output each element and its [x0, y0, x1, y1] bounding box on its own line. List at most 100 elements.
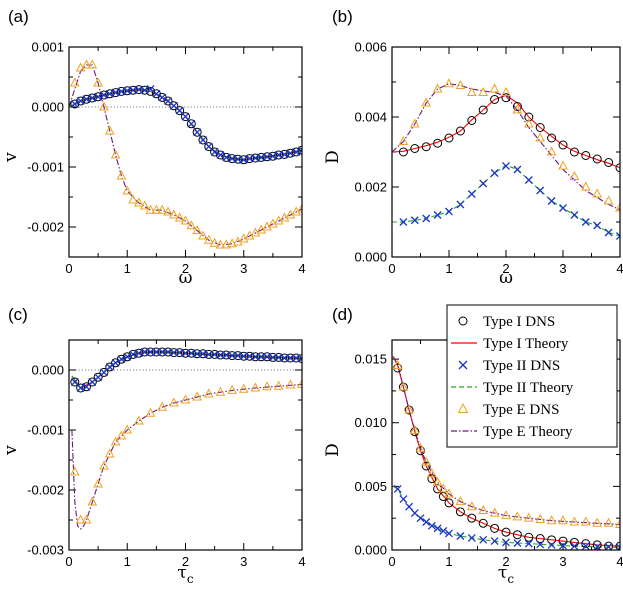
data-point-t2-dns: [280, 354, 289, 362]
data-point-te-dns: [285, 379, 296, 389]
x-tick-label: 2: [182, 261, 189, 276]
data-point-t1-dns: [615, 163, 620, 173]
data-point-t2-dns: [456, 532, 465, 540]
data-point-te-dns: [69, 466, 80, 476]
data-point-t2-dns: [467, 190, 476, 198]
data-point-te-dns: [297, 203, 302, 213]
data-point-te-dns: [432, 476, 443, 487]
data-point-te-dns: [244, 230, 255, 240]
data-point-t1-dns: [581, 151, 591, 160]
data-point-t2-dns: [239, 155, 248, 164]
data-point-te-dns: [512, 104, 523, 114]
data-point-t1-dns: [146, 347, 156, 357]
y-tick-label: 0.004: [354, 110, 387, 125]
data-point-te-dns: [227, 384, 237, 394]
data-point-t2-dns: [88, 94, 97, 102]
data-point-te-dns: [180, 394, 191, 404]
data-point-t2-dns: [82, 382, 91, 391]
data-point-te-dns: [116, 430, 127, 440]
data-point-t2-dns: [257, 352, 266, 361]
data-point-t2-dns: [193, 349, 202, 358]
data-point-t1-dns: [169, 348, 179, 358]
data-point-t2-dns: [593, 221, 602, 230]
data-point-t2-dns: [536, 540, 545, 549]
x-tick-label: 0: [388, 261, 395, 276]
series-line-t1-theory: [392, 356, 620, 547]
data-point-t1-dns: [262, 352, 272, 362]
data-point-te-dns: [580, 516, 591, 526]
data-point-te-dns: [262, 381, 272, 391]
data-point-te-dns: [615, 202, 620, 212]
data-point-te-dns: [501, 510, 511, 520]
x-axis-label-subscript: c: [187, 572, 194, 586]
data-point-t2-dns: [146, 85, 155, 93]
data-point-te-dns: [297, 378, 302, 388]
data-point-te-dns: [615, 518, 620, 529]
data-point-te-dns: [221, 239, 232, 249]
data-point-t1-dns: [256, 352, 266, 362]
data-point-te-dns: [93, 77, 103, 87]
data-point-t2-dns: [467, 533, 476, 542]
x-tick-label: 2: [502, 261, 509, 276]
data-point-t1-dns: [592, 154, 602, 164]
data-point-t1-dns: [410, 427, 420, 437]
data-point-t2-dns: [513, 539, 522, 547]
plot-area: [69, 347, 302, 530]
legend-box: [446, 304, 618, 448]
data-point-t2-dns: [559, 204, 567, 212]
data-point-te-dns: [466, 86, 477, 96]
data-point-t2-dns: [547, 197, 556, 205]
data-point-te-dns: [209, 237, 220, 247]
x-axis-label: τc: [177, 563, 193, 586]
data-point-t2-dns: [268, 353, 277, 362]
data-point-te-dns: [75, 514, 86, 524]
series-line-te-theory: [69, 64, 302, 246]
data-point-t1-dns: [490, 95, 500, 104]
data-point-t1-dns: [535, 534, 545, 544]
data-point-t1-dns: [592, 540, 602, 550]
series-line-te-theory: [392, 356, 620, 526]
data-point-t1-dns: [198, 349, 208, 359]
x-tick-label: 1: [124, 554, 131, 569]
data-point-t1-dns: [233, 154, 243, 164]
data-point-t1-dns: [478, 518, 488, 528]
legend-key-t1-dns: [458, 316, 468, 326]
data-point-te-dns: [438, 483, 449, 493]
data-point-te-dns: [592, 188, 603, 198]
data-point-t1-dns: [421, 461, 431, 471]
data-point-t2-dns: [536, 186, 545, 195]
data-point-te-dns: [535, 513, 546, 523]
data-point-te-dns: [444, 78, 454, 88]
plot-area: [392, 78, 620, 240]
data-point-t1-dns: [558, 140, 568, 150]
data-point-te-dns: [174, 212, 185, 222]
data-point-t2-dns: [140, 348, 149, 356]
data-point-t1-dns: [169, 101, 179, 111]
data-point-t1-dns: [204, 349, 214, 359]
data-point-te-dns: [569, 170, 580, 180]
data-point-t1-dns: [227, 351, 237, 361]
data-point-t2-dns: [146, 348, 155, 356]
data-point-t2-dns: [105, 363, 114, 371]
data-point-t1-dns: [175, 348, 185, 358]
data-point-t1-dns: [398, 147, 408, 157]
panel-label: (b): [332, 7, 353, 26]
data-point-te-dns: [238, 233, 249, 243]
data-point-t1-dns: [122, 86, 132, 96]
data-point-te-dns: [215, 386, 226, 396]
data-point-t2-dns: [204, 350, 213, 359]
data-point-t1-dns: [297, 354, 302, 364]
data-point-t2-dns: [187, 119, 196, 128]
panel-c: (c) 0 1 2 3 4 -0.003 -0.002 -0.001 0.000 τc v: [1, 305, 306, 586]
data-point-t1-dns: [151, 347, 161, 357]
axes-frame: [68, 46, 303, 258]
data-point-te-dns: [145, 407, 156, 417]
x-tick-label: 1: [445, 554, 452, 569]
data-point-te-dns: [421, 97, 432, 107]
y-tick-label: -0.003: [27, 543, 64, 558]
x-tick-label: 0: [65, 261, 72, 276]
data-point-t2-dns: [581, 218, 590, 226]
data-point-t1-dns: [524, 532, 534, 542]
data-point-t2-dns: [216, 351, 225, 359]
data-point-t2-dns: [239, 352, 248, 361]
